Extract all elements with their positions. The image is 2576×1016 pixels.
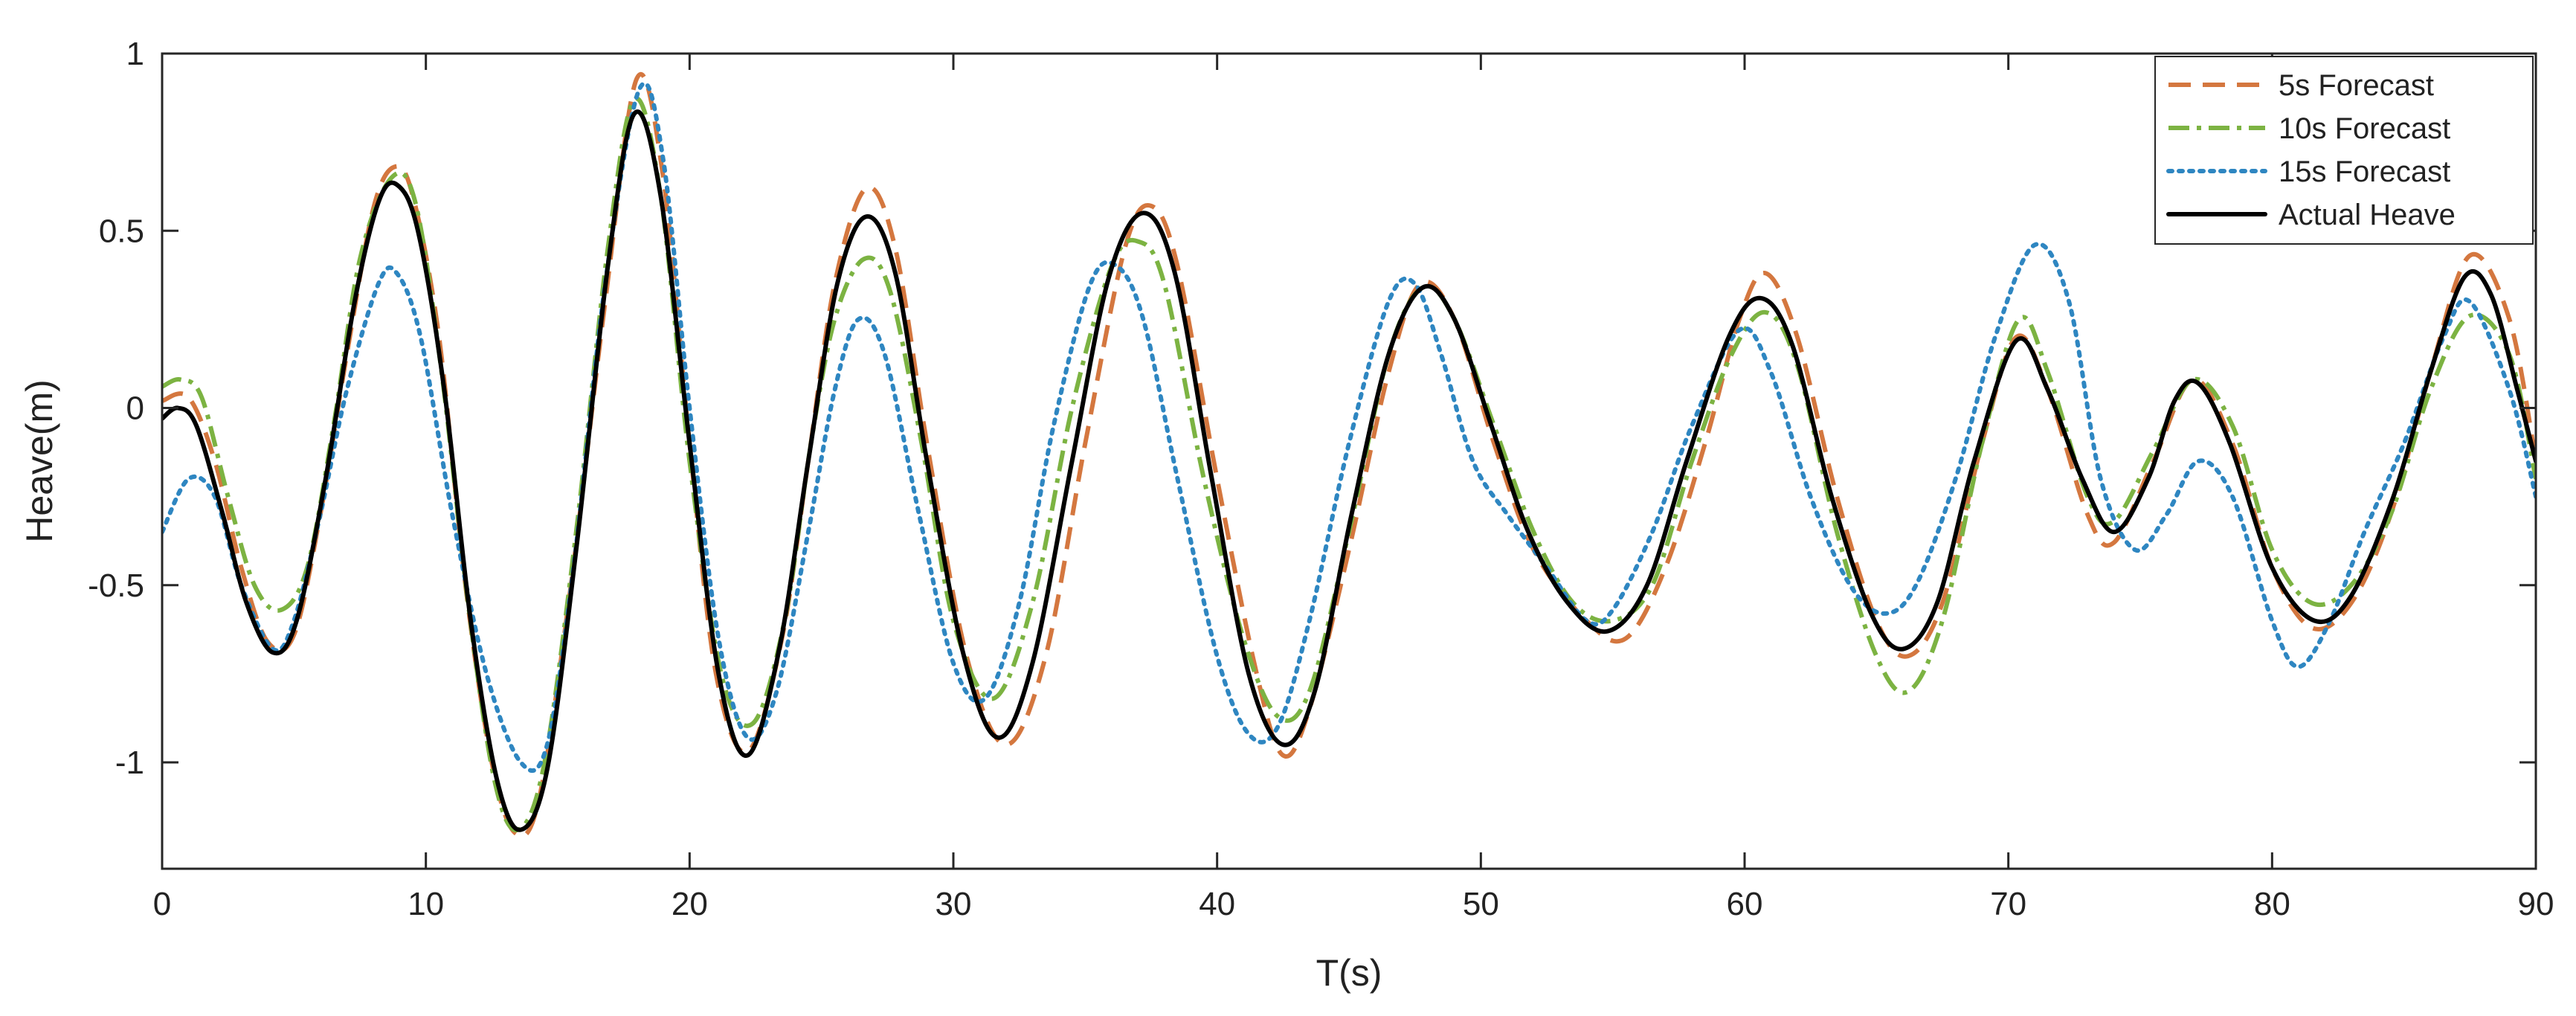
x-tick-label: 90 — [2518, 886, 2554, 922]
x-axis-label: T(s) — [1316, 952, 1382, 994]
legend-label: Actual Heave — [2279, 199, 2456, 231]
legend-label: 15s Forecast — [2279, 155, 2450, 188]
x-tick-label: 80 — [2254, 886, 2290, 922]
x-tick-label: 60 — [1727, 886, 1763, 922]
y-tick-label: 0.5 — [99, 213, 144, 249]
y-tick-label: -0.5 — [88, 568, 144, 604]
x-tick-label: 30 — [936, 886, 972, 922]
axis-ticks: 0 10 20 30 40 50 60 70 80 90 -1 -0.5 0 0.5 1 — [88, 36, 2554, 922]
series-line-2 — [162, 81, 2536, 773]
x-tick-label: 0 — [153, 886, 171, 922]
series-line-3 — [162, 109, 2536, 832]
plot-frame — [161, 52, 2537, 870]
x-tick-label: 40 — [1199, 886, 1235, 922]
legend-label: 5s Forecast — [2279, 69, 2434, 102]
y-tick-label: -1 — [115, 745, 144, 781]
y-tick-label: 1 — [126, 36, 144, 72]
legend: 5s Forecast 10s Forecast 15s Forecast Actua… — [2154, 56, 2534, 245]
y-tick-label: 0 — [126, 390, 144, 427]
plot-lines — [162, 71, 2536, 838]
x-tick-label: 70 — [1990, 886, 2026, 922]
x-tick-label: 50 — [1463, 886, 1499, 922]
y-axis-label: Heave(m) — [19, 379, 60, 542]
x-tick-label: 10 — [408, 886, 444, 922]
x-tick-label: 20 — [672, 886, 708, 922]
legend-label: 10s Forecast — [2279, 112, 2450, 145]
